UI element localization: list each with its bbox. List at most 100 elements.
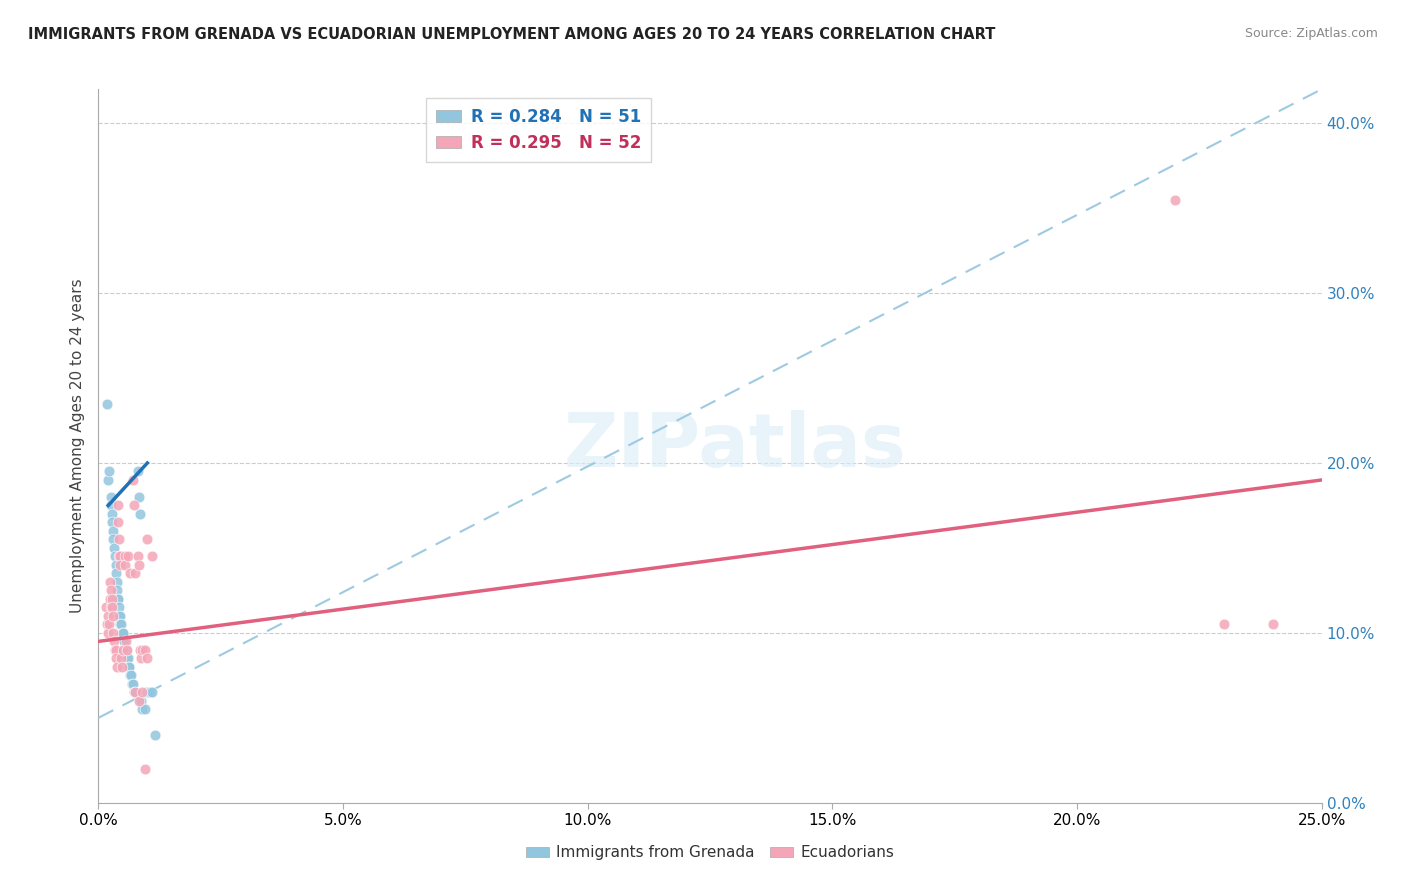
Text: Source: ZipAtlas.com: Source: ZipAtlas.com	[1244, 27, 1378, 40]
Point	[110, 651, 132, 665]
Point	[100, 499, 122, 513]
Point	[110, 617, 132, 632]
Point	[129, 643, 152, 657]
Point	[134, 762, 156, 776]
Point	[101, 516, 124, 530]
Point	[136, 533, 159, 547]
Point	[139, 685, 162, 699]
Point	[111, 660, 134, 674]
Point	[101, 507, 124, 521]
Point	[1261, 617, 1284, 632]
Point	[110, 608, 132, 623]
Point	[114, 643, 136, 657]
Y-axis label: Unemployment Among Ages 20 to 24 years: Unemployment Among Ages 20 to 24 years	[69, 278, 84, 614]
Point	[120, 668, 142, 682]
Point	[104, 566, 127, 581]
Point	[115, 643, 138, 657]
Point	[131, 685, 153, 699]
Point	[110, 549, 132, 564]
Point	[136, 651, 159, 665]
Point	[134, 643, 156, 657]
Point	[96, 396, 118, 410]
Point	[127, 465, 149, 479]
Point	[118, 660, 141, 674]
Point	[110, 617, 132, 632]
Point	[121, 677, 143, 691]
Point	[100, 490, 122, 504]
Point	[98, 574, 121, 589]
Point	[131, 643, 153, 657]
Point	[105, 660, 128, 674]
Point	[111, 643, 134, 657]
Point	[107, 516, 129, 530]
Point	[122, 685, 145, 699]
Point	[108, 608, 131, 623]
Point	[101, 524, 124, 538]
Point	[141, 685, 163, 699]
Point	[121, 473, 143, 487]
Point	[98, 591, 121, 606]
Point	[1212, 617, 1234, 632]
Point	[108, 600, 131, 615]
Point	[111, 626, 134, 640]
Point	[107, 499, 129, 513]
Point	[94, 600, 117, 615]
Point	[103, 549, 125, 564]
Point	[118, 660, 141, 674]
Point	[134, 702, 156, 716]
Point	[112, 634, 135, 648]
Point	[97, 608, 120, 623]
Point	[105, 583, 128, 598]
Legend: Immigrants from Grenada, Ecuadorians: Immigrants from Grenada, Ecuadorians	[520, 839, 900, 866]
Point	[104, 643, 127, 657]
Point	[131, 694, 153, 708]
Point	[105, 574, 128, 589]
Point	[124, 685, 146, 699]
Point	[115, 634, 138, 648]
Point	[114, 549, 136, 564]
Point	[129, 507, 152, 521]
Point	[98, 465, 121, 479]
Point	[131, 702, 153, 716]
Point	[101, 591, 124, 606]
Point	[107, 591, 129, 606]
Point	[100, 600, 122, 615]
Point	[97, 626, 120, 640]
Point	[110, 558, 132, 572]
Point	[101, 626, 124, 640]
Point	[96, 617, 118, 632]
Point	[117, 660, 139, 674]
Point	[114, 558, 136, 572]
Point	[100, 583, 122, 598]
Point	[103, 643, 125, 657]
Point	[117, 549, 139, 564]
Text: IMMIGRANTS FROM GRENADA VS ECUADORIAN UNEMPLOYMENT AMONG AGES 20 TO 24 YEARS COR: IMMIGRANTS FROM GRENADA VS ECUADORIAN UN…	[28, 27, 995, 42]
Point	[114, 643, 136, 657]
Point	[104, 558, 127, 572]
Point	[141, 549, 163, 564]
Point	[128, 694, 150, 708]
Point	[104, 651, 127, 665]
Point	[1164, 193, 1187, 207]
Point	[124, 566, 146, 581]
Point	[127, 549, 149, 564]
Point	[103, 541, 125, 555]
Point	[120, 668, 142, 682]
Point	[136, 685, 159, 699]
Point	[101, 600, 124, 615]
Point	[115, 651, 138, 665]
Point	[111, 626, 134, 640]
Point	[98, 617, 121, 632]
Point	[111, 626, 134, 640]
Point	[128, 490, 150, 504]
Point	[107, 591, 129, 606]
Point	[97, 473, 120, 487]
Point	[124, 685, 146, 699]
Point	[101, 608, 124, 623]
Point	[115, 643, 138, 657]
Point	[122, 499, 145, 513]
Text: ZIPatlas: ZIPatlas	[564, 409, 905, 483]
Point	[120, 566, 142, 581]
Point	[112, 634, 135, 648]
Point	[117, 651, 139, 665]
